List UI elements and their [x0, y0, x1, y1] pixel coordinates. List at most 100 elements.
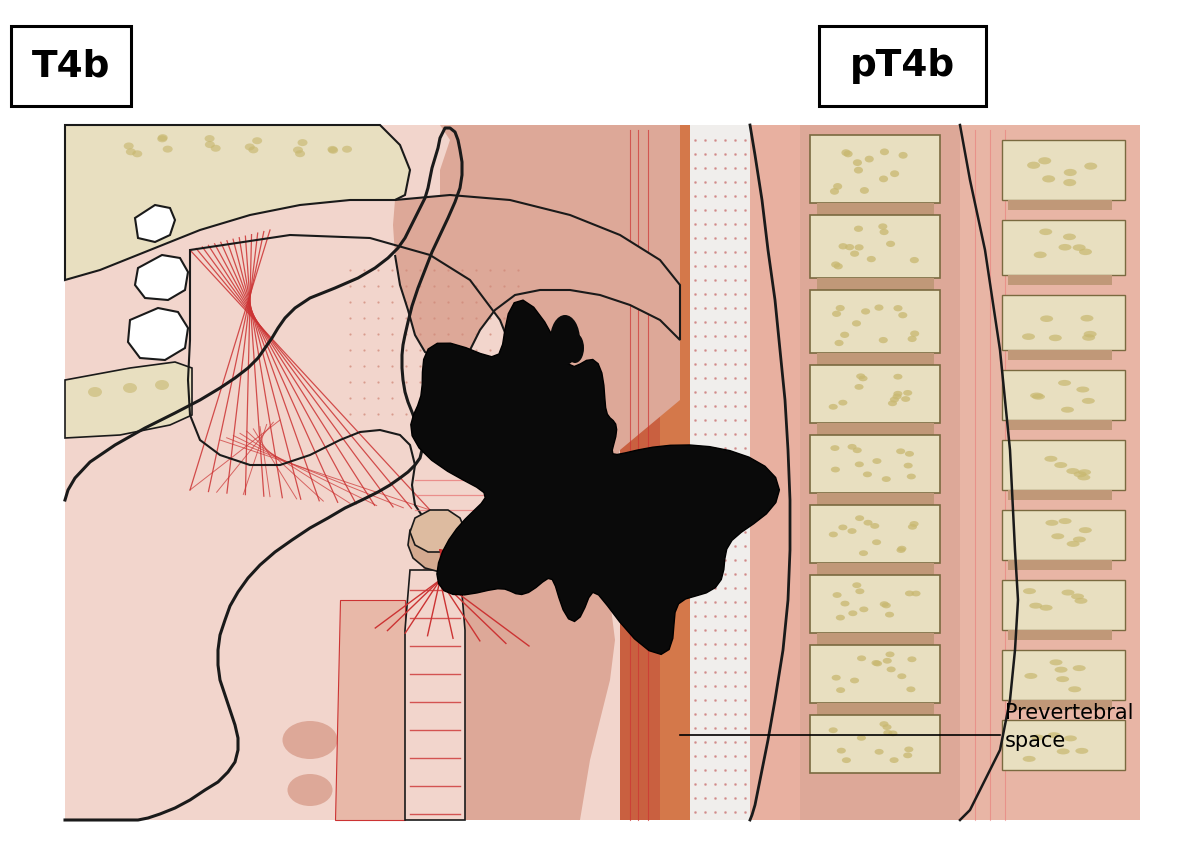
Ellipse shape — [890, 170, 900, 177]
Ellipse shape — [1022, 333, 1035, 340]
Ellipse shape — [882, 602, 891, 608]
Polygon shape — [817, 203, 934, 215]
Polygon shape — [1008, 420, 1112, 430]
Text: Prevertebral
space: Prevertebral space — [1005, 703, 1133, 751]
Polygon shape — [817, 563, 934, 575]
Polygon shape — [1001, 140, 1125, 200]
Polygon shape — [801, 125, 960, 820]
Ellipse shape — [1025, 673, 1038, 679]
Polygon shape — [1008, 350, 1112, 360]
Ellipse shape — [871, 660, 881, 666]
Ellipse shape — [852, 448, 862, 453]
Ellipse shape — [841, 332, 849, 338]
Ellipse shape — [875, 305, 883, 310]
Ellipse shape — [163, 146, 172, 152]
Ellipse shape — [1079, 527, 1092, 533]
Ellipse shape — [1029, 602, 1042, 608]
Ellipse shape — [834, 263, 843, 269]
Text: pT4b: pT4b — [849, 48, 955, 84]
Ellipse shape — [1082, 398, 1095, 404]
Ellipse shape — [880, 228, 889, 235]
Ellipse shape — [835, 340, 844, 346]
Ellipse shape — [875, 749, 884, 755]
Ellipse shape — [880, 721, 889, 727]
Ellipse shape — [885, 241, 895, 247]
Ellipse shape — [908, 656, 916, 662]
Polygon shape — [817, 278, 934, 290]
Polygon shape — [817, 353, 934, 365]
Polygon shape — [335, 600, 406, 820]
Ellipse shape — [123, 383, 137, 393]
Ellipse shape — [132, 151, 143, 157]
Polygon shape — [65, 125, 410, 280]
Ellipse shape — [1032, 393, 1045, 399]
Ellipse shape — [297, 139, 308, 146]
Ellipse shape — [896, 448, 905, 454]
Polygon shape — [1008, 630, 1112, 640]
Ellipse shape — [905, 451, 914, 457]
Text: T4b: T4b — [32, 48, 110, 84]
Ellipse shape — [911, 591, 921, 596]
Ellipse shape — [852, 321, 861, 327]
Ellipse shape — [1052, 533, 1065, 539]
Ellipse shape — [1056, 676, 1069, 682]
Polygon shape — [415, 125, 680, 820]
Ellipse shape — [842, 149, 850, 156]
Polygon shape — [1001, 295, 1125, 350]
Ellipse shape — [1054, 667, 1067, 673]
Ellipse shape — [1032, 734, 1045, 740]
Ellipse shape — [283, 721, 337, 759]
Ellipse shape — [904, 746, 914, 752]
Ellipse shape — [157, 135, 167, 142]
Ellipse shape — [863, 471, 872, 477]
Ellipse shape — [1063, 169, 1076, 176]
Ellipse shape — [843, 151, 852, 157]
Polygon shape — [810, 365, 940, 423]
Ellipse shape — [328, 146, 337, 153]
Ellipse shape — [838, 243, 848, 250]
Ellipse shape — [898, 152, 908, 159]
Ellipse shape — [856, 373, 865, 379]
Ellipse shape — [838, 525, 848, 530]
Polygon shape — [1008, 700, 1112, 710]
Ellipse shape — [1068, 686, 1081, 692]
Ellipse shape — [205, 135, 215, 142]
Ellipse shape — [863, 519, 872, 525]
Ellipse shape — [1073, 536, 1086, 542]
Ellipse shape — [897, 546, 907, 552]
Polygon shape — [1001, 720, 1125, 770]
Ellipse shape — [883, 730, 893, 736]
Ellipse shape — [1078, 470, 1091, 475]
Ellipse shape — [859, 607, 869, 613]
Polygon shape — [408, 518, 465, 572]
Ellipse shape — [158, 135, 167, 141]
Ellipse shape — [872, 459, 882, 464]
Polygon shape — [817, 703, 934, 715]
Ellipse shape — [898, 312, 908, 318]
Ellipse shape — [882, 724, 891, 730]
Ellipse shape — [1059, 244, 1072, 250]
Ellipse shape — [1048, 732, 1061, 739]
Ellipse shape — [859, 187, 869, 194]
Polygon shape — [620, 125, 1140, 820]
Ellipse shape — [124, 142, 133, 150]
Ellipse shape — [252, 137, 262, 144]
Ellipse shape — [1063, 179, 1076, 186]
Ellipse shape — [852, 159, 862, 166]
Ellipse shape — [1080, 315, 1093, 321]
Ellipse shape — [848, 444, 857, 450]
Ellipse shape — [859, 550, 868, 556]
Polygon shape — [187, 235, 531, 530]
Ellipse shape — [1040, 316, 1053, 322]
Ellipse shape — [1082, 334, 1095, 341]
Ellipse shape — [830, 188, 839, 195]
Ellipse shape — [857, 735, 865, 741]
Polygon shape — [620, 125, 660, 820]
Ellipse shape — [288, 774, 332, 806]
Ellipse shape — [1049, 335, 1062, 341]
Ellipse shape — [1040, 605, 1053, 611]
Ellipse shape — [1027, 162, 1040, 169]
Ellipse shape — [848, 528, 857, 534]
Ellipse shape — [903, 463, 913, 469]
Ellipse shape — [1073, 244, 1086, 251]
